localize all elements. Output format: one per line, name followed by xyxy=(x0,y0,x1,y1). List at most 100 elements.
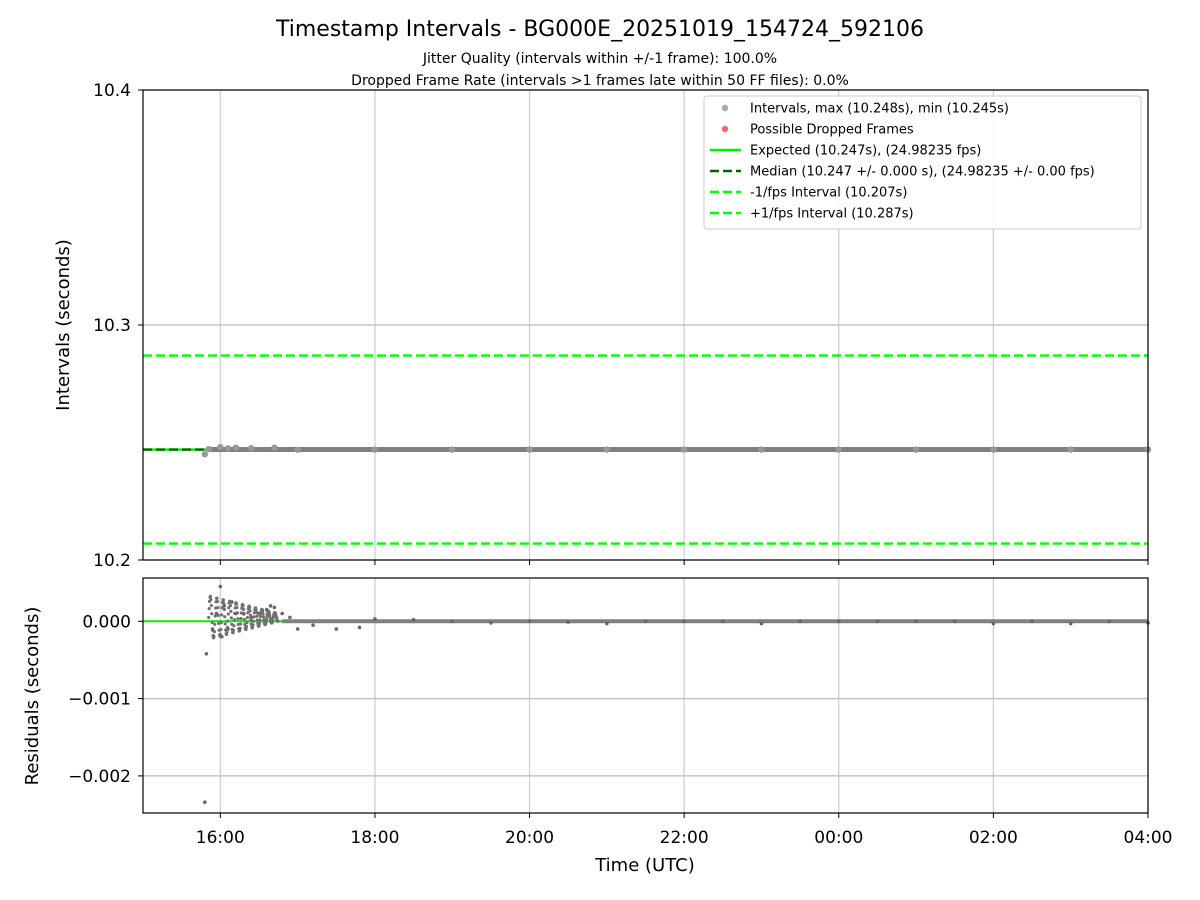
interval-point xyxy=(371,446,379,453)
interval-point xyxy=(449,446,456,453)
residual-point xyxy=(280,611,284,616)
residual-point xyxy=(220,613,224,617)
residual-point xyxy=(245,620,249,625)
x-tick-label: 20:00 xyxy=(505,828,554,848)
residual-point xyxy=(231,631,235,635)
residual-point xyxy=(527,619,532,624)
interval-point xyxy=(248,444,255,452)
residual-point xyxy=(246,611,250,615)
residual-point xyxy=(252,615,256,619)
residual-point xyxy=(914,619,918,624)
interval-point xyxy=(835,446,842,453)
residual-point xyxy=(643,619,648,624)
chart-title: Timestamp Intervals - BG000E_20251019_15… xyxy=(275,17,924,42)
residual-point xyxy=(229,609,233,613)
residual-point xyxy=(258,614,263,618)
residual-point xyxy=(209,603,213,608)
residual-point xyxy=(229,616,233,620)
residual-point xyxy=(247,606,252,610)
residual-point xyxy=(226,627,230,631)
residual-point xyxy=(210,627,215,631)
residual-point xyxy=(254,607,258,612)
residual-point xyxy=(232,624,236,628)
residual-point xyxy=(226,619,230,623)
residual-point xyxy=(237,627,242,631)
residual-point xyxy=(264,620,268,624)
residual-point xyxy=(489,621,493,625)
interval-point xyxy=(603,446,611,453)
residual-point xyxy=(952,619,957,624)
residual-point xyxy=(218,584,223,589)
residual-point xyxy=(207,606,211,611)
chart-subtitle-dropped: Dropped Frame Rate (intervals >1 frames … xyxy=(351,73,849,89)
interval-point xyxy=(217,444,224,451)
residual-point xyxy=(249,615,254,620)
x-tick-label: 16:00 xyxy=(196,828,245,848)
residual-point xyxy=(223,615,227,619)
residual-point xyxy=(264,617,269,621)
residual-point xyxy=(255,614,259,618)
residual-point xyxy=(411,617,416,622)
legend-marker xyxy=(721,125,729,133)
residual-point xyxy=(836,619,841,624)
top-y-tick-label: 10.2 xyxy=(93,551,131,571)
residual-point xyxy=(258,618,262,622)
residual-point xyxy=(1107,619,1112,624)
residual-point xyxy=(267,613,272,617)
top-y-ticks: 10.2 10.3 10.4 xyxy=(93,81,143,571)
residual-point xyxy=(257,611,261,616)
residual-point xyxy=(373,617,377,621)
residual-point xyxy=(212,634,216,638)
residual-point xyxy=(208,594,213,598)
residual-point xyxy=(203,800,207,804)
residual-point xyxy=(226,612,230,616)
residual-point xyxy=(210,620,214,625)
x-tick-label: 18:00 xyxy=(350,828,399,848)
residual-point xyxy=(311,623,315,627)
residual-point xyxy=(566,620,570,624)
residual-point xyxy=(231,628,236,632)
residual-point xyxy=(235,605,239,610)
residual-point xyxy=(204,651,209,656)
interval-point xyxy=(294,446,301,453)
residual-point xyxy=(682,619,686,624)
residual-point xyxy=(217,621,221,625)
residual-point xyxy=(234,602,239,606)
residual-point xyxy=(265,614,269,618)
residual-point xyxy=(241,607,246,611)
residual-point xyxy=(261,615,266,619)
residual-point xyxy=(251,619,256,623)
residual-point xyxy=(213,622,217,627)
residual-point xyxy=(207,615,211,620)
residual-point xyxy=(268,604,273,608)
interval-point xyxy=(990,446,997,453)
interval-point xyxy=(205,445,212,453)
residual-point xyxy=(219,627,223,632)
bottom-axes-frame xyxy=(142,577,1149,814)
x-tick-label: 22:00 xyxy=(660,828,709,848)
interval-point xyxy=(201,451,209,458)
bottom-y-ticks: 0.000 −0.001 −0.002 xyxy=(68,612,143,787)
legend-box xyxy=(703,95,1142,230)
residual-point xyxy=(236,617,240,621)
legend-label: Expected (10.247s), (24.98235 fps) xyxy=(750,144,981,159)
interval-point xyxy=(271,444,278,451)
residual-point xyxy=(233,611,238,616)
residual-point xyxy=(221,598,226,602)
residual-point xyxy=(244,624,249,629)
residual-point xyxy=(295,627,300,631)
residual-point xyxy=(251,623,255,627)
bottom-grid xyxy=(143,578,1149,813)
residual-point xyxy=(248,609,252,613)
residual-point xyxy=(215,599,220,604)
interval-point xyxy=(758,446,765,453)
top-y-axis-label: Intervals (seconds) xyxy=(53,239,74,411)
residual-point xyxy=(220,634,224,639)
top-interval-points xyxy=(201,444,1152,458)
interval-point xyxy=(912,446,920,453)
bottom-y-tick-label: −0.002 xyxy=(68,767,131,787)
legend: Intervals, max (10.248s), min (10.245s) P… xyxy=(703,95,1142,230)
residual-point xyxy=(216,606,220,610)
residual-point xyxy=(228,604,233,608)
